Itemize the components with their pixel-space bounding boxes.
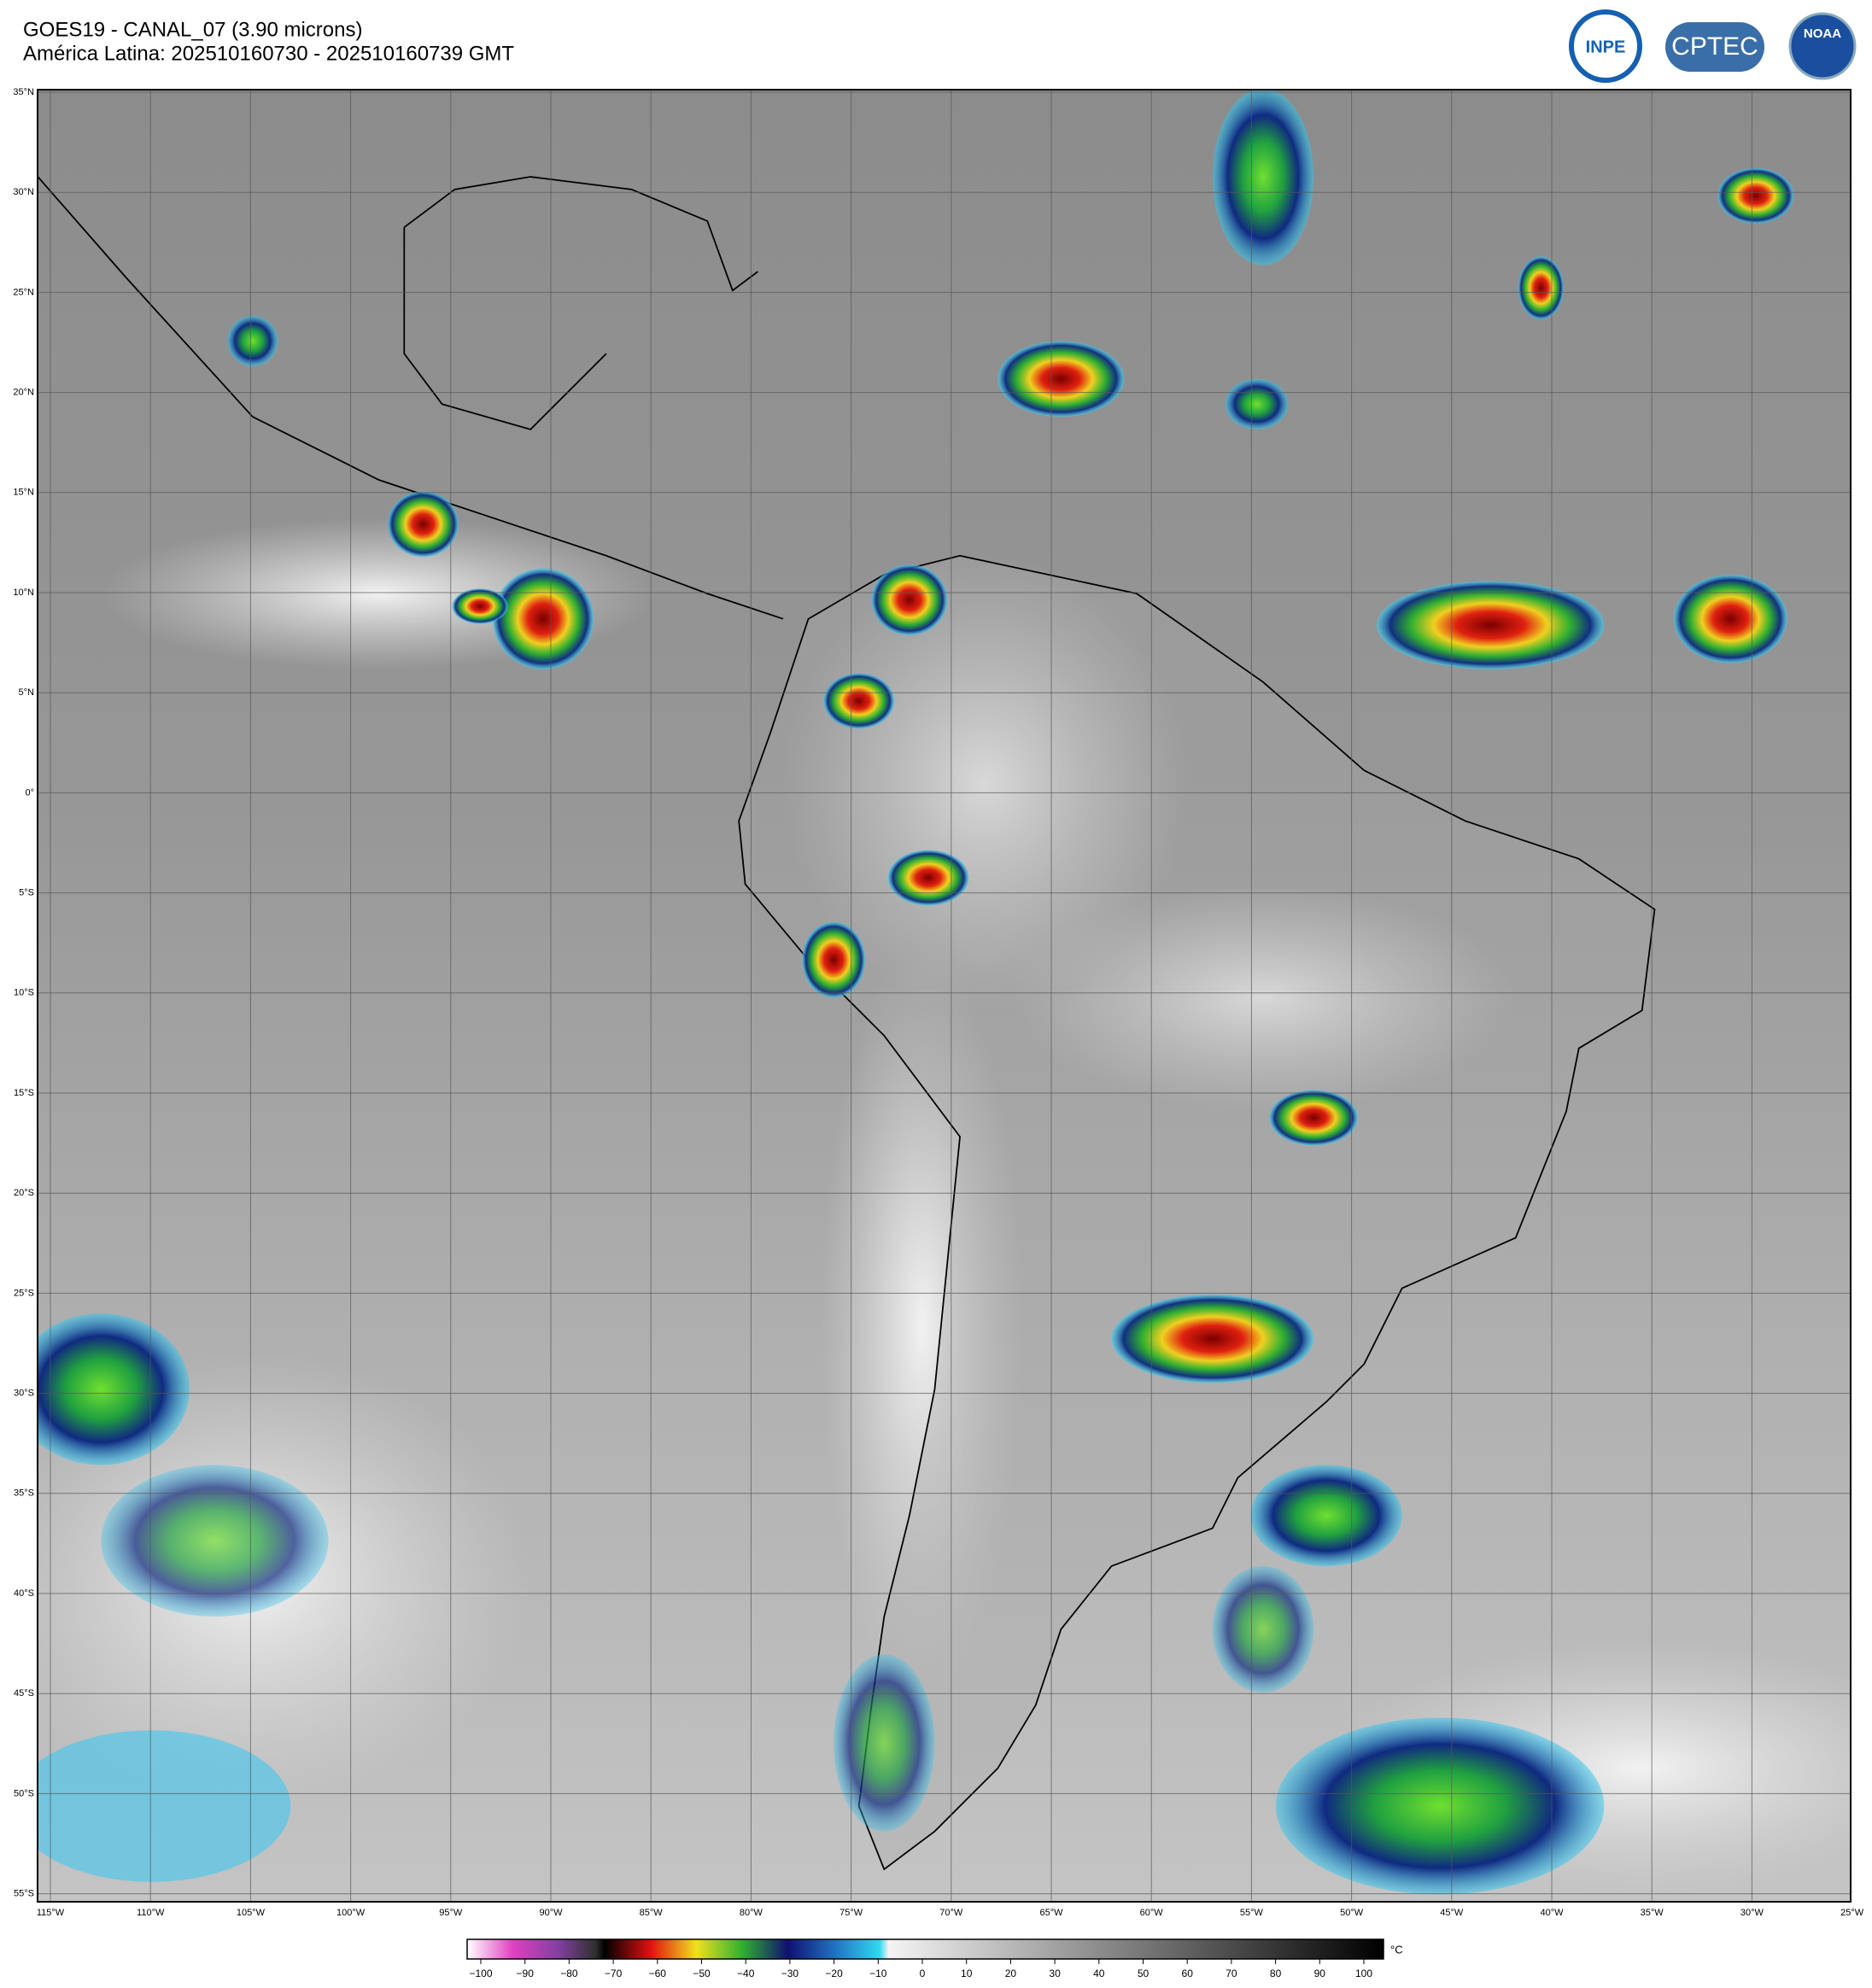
lat-label: 20°N <box>13 388 34 398</box>
colorbar-tick-label: 80 <box>1270 1968 1282 1979</box>
lat-label: 0° <box>25 787 34 798</box>
lon-label: 35°W <box>1641 1908 1664 1918</box>
logo-inpe: INPE <box>1586 38 1626 56</box>
colorbar-tick-label: −40 <box>737 1968 755 1979</box>
lon-label: 110°W <box>137 1908 165 1918</box>
lat-label: 30°N <box>13 187 34 197</box>
lat-label: 25°S <box>14 1288 34 1298</box>
colorbar-tick-label: 60 <box>1182 1968 1194 1979</box>
colorbar-tick-label: −10 <box>869 1968 887 1979</box>
colorbar-ticks: −100 −90 −80 −70 −60 −50 −40 −30 −20 −10 0 10 20 30 40… <box>469 1959 1372 1979</box>
lon-label: 30°W <box>1740 1908 1764 1918</box>
lon-label: 100°W <box>336 1908 366 1918</box>
colorbar-tick-label: −60 <box>649 1968 667 1979</box>
colorbar-tick-label: 20 <box>1005 1968 1017 1979</box>
lat-label: 25°N <box>13 287 34 297</box>
colorbar-tick-label: 90 <box>1314 1968 1326 1979</box>
lon-label: 95°W <box>439 1908 463 1918</box>
colorbar-unit: °C <box>1390 1943 1403 1956</box>
lat-label: 30°S <box>14 1389 34 1399</box>
title: GOES19 - CANAL_07 (3.90 microns) <box>23 18 363 41</box>
colorbar-tick-label: 0 <box>920 1968 926 1979</box>
lat-label: 5°N <box>19 687 35 698</box>
lon-label: 70°W <box>939 1908 963 1918</box>
lon-label: 65°W <box>1039 1908 1063 1918</box>
lat-label: 50°S <box>14 1788 34 1798</box>
colorbar-tick-label: 10 <box>961 1968 973 1979</box>
lat-label: 55°S <box>14 1889 34 1899</box>
colorbar-tick-label: −20 <box>825 1968 843 1979</box>
lat-label: 10°S <box>14 988 34 998</box>
colorbar-tick-label: 30 <box>1049 1968 1061 1979</box>
colorbar-tick-label: −50 <box>693 1968 711 1979</box>
graticule <box>38 90 1851 1902</box>
subtitle: América Latina: 202510160730 - 202510160… <box>23 42 514 65</box>
lat-label: 35°S <box>14 1488 34 1499</box>
lon-label: 85°W <box>640 1908 664 1918</box>
colorbar-tick-label: 100 <box>1355 1968 1372 1979</box>
colorbar-tick-label: −100 <box>469 1968 492 1979</box>
colorbar-tick-label: 70 <box>1226 1968 1237 1979</box>
logo-noaa: NOAA <box>1804 26 1841 41</box>
colorbar-tick-label: −80 <box>560 1968 578 1979</box>
lat-label: 40°S <box>14 1588 34 1599</box>
cloud-field <box>38 90 1851 1895</box>
lon-label: 40°W <box>1540 1908 1564 1918</box>
colorbar-tick-label: −30 <box>781 1968 799 1979</box>
colorbar-tick-label: 40 <box>1093 1968 1105 1979</box>
lat-label: 5°S <box>19 888 34 898</box>
lon-label: 45°W <box>1440 1908 1464 1918</box>
axes: 35°N 30°N 25°N 20°N 15°N 10°N 5°N 0° 5°S 10°S 15°S… <box>13 87 1863 1918</box>
logo-cptec: CPTEC <box>1671 32 1758 61</box>
lat-label: 10°N <box>13 588 34 598</box>
lon-label: 90°W <box>539 1908 563 1918</box>
lon-label: 50°W <box>1340 1908 1364 1918</box>
lon-label: 115°W <box>37 1908 65 1918</box>
lon-label: 25°W <box>1840 1908 1864 1918</box>
lon-label: 60°W <box>1140 1908 1164 1918</box>
lon-label: 80°W <box>740 1908 763 1918</box>
colorbar <box>466 1938 1384 1960</box>
lon-label: 55°W <box>1240 1908 1264 1918</box>
map-frame <box>37 89 1852 1903</box>
lat-label: 15°S <box>14 1088 34 1098</box>
lat-label: 35°N <box>13 87 34 97</box>
colorbar-tick-label: −90 <box>517 1968 535 1979</box>
lon-label: 75°W <box>839 1908 863 1918</box>
colorbar-tick-label: 50 <box>1138 1968 1150 1979</box>
lat-label: 20°S <box>14 1188 34 1198</box>
lat-label: 15°N <box>13 488 34 498</box>
logos: INPE CPTEC NOAA <box>1569 9 1857 83</box>
satellite-image <box>38 90 1851 1902</box>
colorbar-tick-label: −70 <box>605 1968 623 1979</box>
lat-label: 45°S <box>14 1688 34 1699</box>
lon-label: 105°W <box>237 1908 266 1918</box>
